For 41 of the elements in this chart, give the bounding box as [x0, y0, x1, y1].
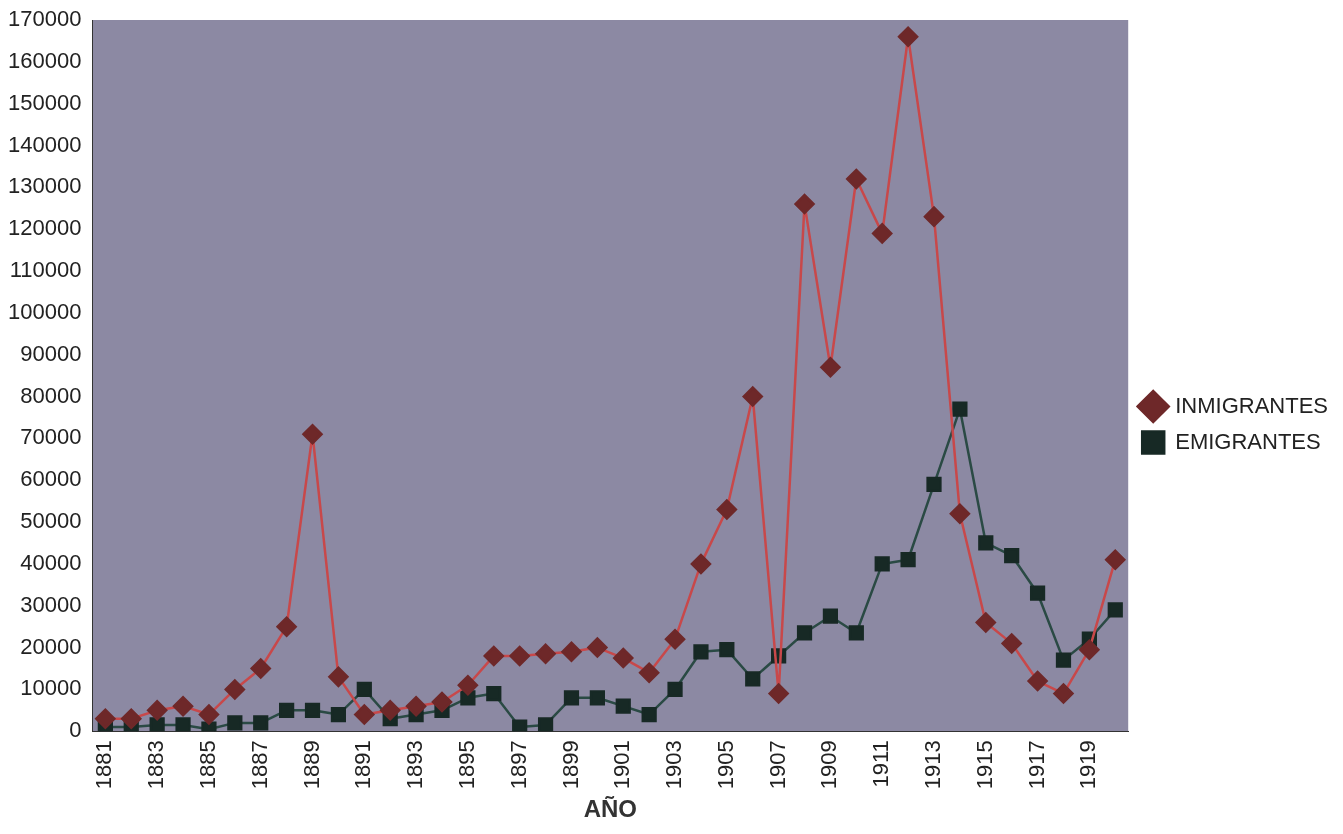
y-tick-label: 120000 [7, 215, 82, 241]
y-tick-label: 150000 [7, 89, 82, 115]
x-tick-label: 1911 [868, 740, 894, 788]
x-tick-label: 1907 [764, 740, 790, 790]
x-tick-label: 1917 [1023, 740, 1049, 790]
legend-label: INMIGRANTES [1175, 392, 1329, 418]
x-tick-label: 1891 [350, 740, 376, 790]
x-tick-label: 1893 [402, 740, 428, 790]
y-tick-label: 10000 [20, 675, 82, 701]
x-tick-label: 1883 [143, 740, 169, 790]
x-tick-label: 1885 [195, 740, 220, 790]
y-tick-label: 100000 [7, 298, 82, 324]
x-axis-title: AÑO [583, 795, 637, 823]
x-tick-label: 1909 [816, 740, 842, 790]
x-tick-label: 1881 [91, 740, 117, 790]
y-tick-label: 50000 [20, 508, 82, 534]
y-tick-label: 0 [69, 717, 82, 743]
x-tick-label: 1913 [920, 740, 946, 790]
x-tick-label: 1897 [505, 740, 531, 790]
y-tick-label: 140000 [7, 131, 82, 157]
x-tick-label: 1905 [712, 740, 738, 790]
x-tick-label: 1889 [298, 740, 324, 790]
legend-label: EMIGRANTES [1175, 428, 1321, 454]
y-tick-label: 40000 [20, 549, 82, 575]
x-tick-label: 1895 [453, 740, 479, 790]
y-tick-label: 20000 [20, 633, 82, 659]
y-tick-label: 160000 [7, 47, 82, 73]
y-tick-label: 110000 [9, 257, 82, 283]
x-tick-label: 1901 [609, 740, 635, 790]
x-tick-label: 1915 [971, 740, 997, 790]
y-tick-label: 130000 [7, 173, 82, 199]
y-tick-label: 70000 [20, 424, 82, 450]
y-tick-label: 90000 [20, 340, 82, 366]
y-tick-label: 80000 [20, 382, 82, 408]
x-tick-label: 1899 [557, 740, 583, 790]
x-tick-label: 1887 [246, 740, 272, 790]
y-tick-label: 170000 [7, 6, 82, 32]
x-tick-label: 1919 [1075, 740, 1101, 790]
y-tick-label: 30000 [20, 591, 82, 617]
y-tick-label: 60000 [20, 466, 82, 492]
x-tick-label: 1903 [661, 740, 687, 790]
